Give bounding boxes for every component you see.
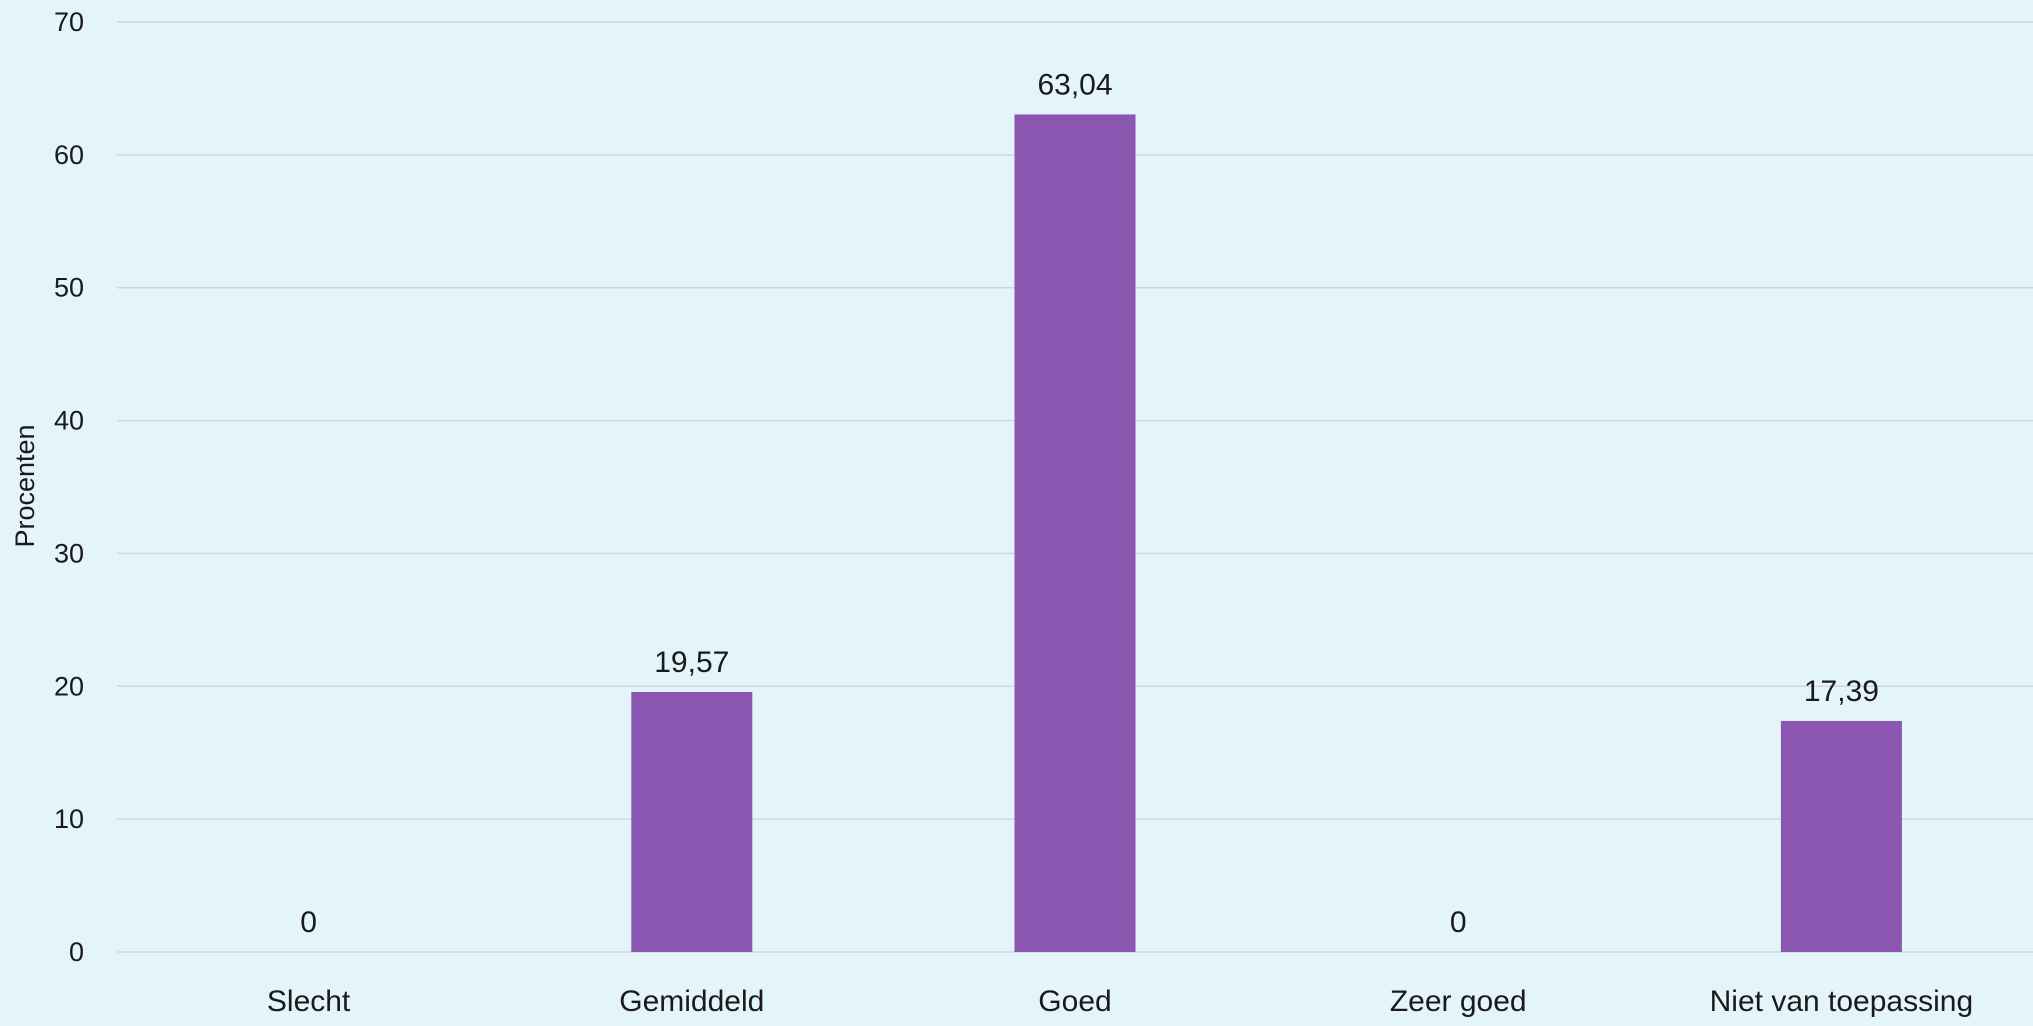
x-tick-label: Gemiddeld (619, 985, 764, 1018)
data-label: 0 (1450, 906, 1467, 939)
x-tick-label: Goed (1038, 985, 1111, 1018)
y-tick-label: 30 (54, 538, 84, 568)
bars (631, 114, 1902, 953)
data-labels: 0 19,57 63,04 0 17,39 (300, 68, 1879, 939)
data-label: 19,57 (654, 646, 729, 679)
y-tick-label: 70 (54, 7, 84, 37)
y-tick-label: 50 (54, 273, 84, 303)
y-tick-label: 60 (54, 140, 84, 170)
data-label: 17,39 (1804, 675, 1879, 708)
y-tick-label: 20 (54, 671, 84, 701)
data-label: 0 (300, 906, 317, 939)
y-tick-label: 40 (54, 406, 84, 436)
data-label: 63,04 (1037, 68, 1112, 101)
bar (631, 691, 753, 952)
x-tick-label: Slecht (267, 985, 351, 1018)
bar (1014, 114, 1136, 953)
y-tick-label: 0 (69, 937, 84, 967)
y-axis-label: Procenten (10, 424, 40, 547)
bar (1780, 720, 1902, 952)
x-tick-label: Zeer goed (1390, 985, 1527, 1018)
x-axis-ticks: Slecht Gemiddeld Goed Zeer goed Niet van toe… (267, 985, 1973, 1018)
x-tick-label: Niet van toepassing (1710, 985, 1974, 1018)
y-axis-ticks: 0 10 20 30 40 50 60 70 (54, 7, 84, 967)
y-tick-label: 10 (54, 804, 84, 834)
